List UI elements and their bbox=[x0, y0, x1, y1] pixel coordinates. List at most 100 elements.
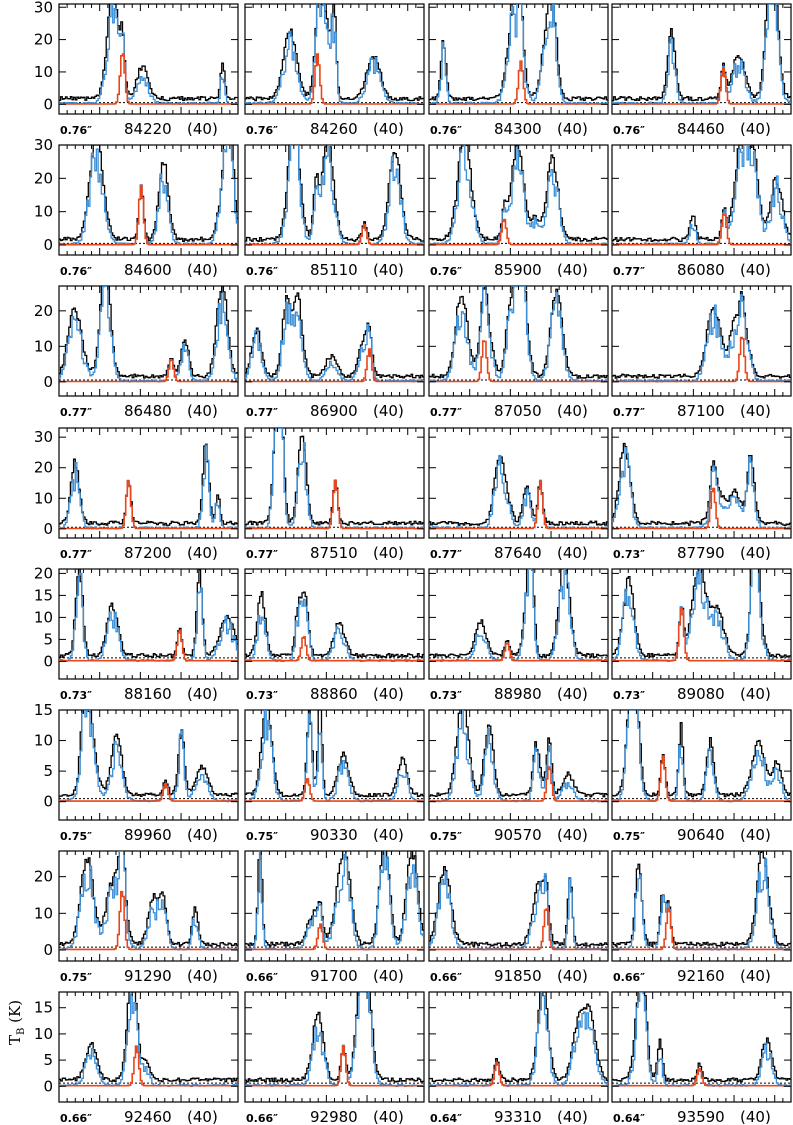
y-tick-label: 0 bbox=[43, 373, 53, 391]
model-all-species bbox=[245, 992, 424, 1087]
panel-lines bbox=[245, 145, 424, 246]
velocity-width-label: (40) bbox=[187, 544, 218, 562]
panel-lines bbox=[59, 851, 238, 951]
observed-spectrum bbox=[59, 286, 238, 379]
model-species-line bbox=[245, 778, 424, 802]
resolution-label: 0.66″ bbox=[246, 1112, 278, 1125]
velocity-width-label: (40) bbox=[740, 402, 771, 420]
velocity-width-label: (40) bbox=[187, 120, 218, 138]
frequency-label: 84220 bbox=[124, 120, 172, 138]
observed-spectrum bbox=[612, 710, 791, 798]
spectrum-panel-88980: 0.73″ 88980 (40) bbox=[428, 568, 609, 703]
frequency-label: 87050 bbox=[494, 402, 542, 420]
velocity-width-label: (40) bbox=[557, 1108, 588, 1125]
resolution-label: 0.66″ bbox=[246, 971, 278, 984]
model-species-line bbox=[245, 923, 424, 951]
spectrum-panel-93310: 0.64″ 93310 (40) bbox=[428, 991, 609, 1125]
frequency-label: 84260 bbox=[310, 120, 358, 138]
spectrum-panel-92980: 0.66″ 92980 (40) bbox=[244, 991, 425, 1125]
spectrum-panel-84260: 0.76″ 84260 (40) bbox=[244, 3, 425, 138]
spectrum-panel-85110: 0.76″ 85110 (40) bbox=[244, 144, 425, 279]
model-all-species bbox=[245, 145, 424, 246]
frequency-label: 84300 bbox=[494, 120, 542, 138]
model-all-species bbox=[612, 4, 791, 105]
y-tick-label: 20 bbox=[34, 169, 53, 187]
observed-spectrum bbox=[612, 851, 791, 947]
spectrum-panel-93590: 0.64″ 93590 (40) bbox=[611, 991, 792, 1125]
y-tick-label: 0 bbox=[43, 941, 53, 959]
observed-spectrum bbox=[612, 145, 791, 242]
model-all-species bbox=[245, 851, 424, 951]
velocity-width-label: (40) bbox=[373, 826, 404, 844]
y-tick-label: 10 bbox=[34, 1025, 53, 1043]
panel-lines bbox=[429, 4, 608, 105]
model-all-species bbox=[612, 447, 791, 530]
frequency-label: 92460 bbox=[124, 1108, 172, 1125]
frequency-label: 91850 bbox=[494, 967, 542, 985]
model-all-species bbox=[612, 710, 791, 803]
resolution-label: 0.77″ bbox=[613, 265, 645, 278]
observed-spectrum bbox=[245, 428, 424, 526]
spectrum-panel-86480: 0 10 20 0.77″ 86480 (40) bbox=[34, 285, 239, 420]
velocity-width-label: (40) bbox=[740, 120, 771, 138]
y-tick-label: 20 bbox=[34, 868, 53, 886]
panel-frame bbox=[58, 285, 239, 397]
velocity-width-label: (40) bbox=[740, 544, 771, 562]
model-species-line bbox=[245, 224, 424, 246]
model-all-species bbox=[245, 301, 424, 383]
resolution-label: 0.77″ bbox=[246, 548, 278, 561]
frequency-label: 88980 bbox=[494, 685, 542, 703]
frequency-label: 84600 bbox=[124, 261, 172, 279]
spectrum-panel-84460: 0.76″ 84460 (40) bbox=[611, 3, 792, 138]
model-species-line bbox=[429, 60, 608, 105]
model-all-species bbox=[59, 851, 238, 951]
resolution-label: 0.77″ bbox=[246, 406, 278, 419]
model-species-line bbox=[429, 1061, 608, 1087]
y-tick-label: 30 bbox=[34, 0, 53, 16]
velocity-width-label: (40) bbox=[187, 685, 218, 703]
frequency-label: 87640 bbox=[494, 544, 542, 562]
model-all-species bbox=[59, 572, 238, 663]
spectrum-panel-87510: 0.77″ 87510 (40) bbox=[244, 427, 425, 562]
panel-lines bbox=[245, 851, 424, 951]
resolution-label: 0.66″ bbox=[613, 971, 645, 984]
panel-lines bbox=[59, 992, 238, 1087]
resolution-label: 0.76″ bbox=[430, 124, 462, 137]
observed-spectrum bbox=[612, 290, 791, 379]
panel-lines bbox=[245, 591, 424, 663]
spectrum-panel-85900: 0.76″ 85900 (40) bbox=[428, 144, 609, 279]
model-all-species bbox=[612, 569, 791, 662]
model-species-line bbox=[429, 340, 608, 383]
panel-lines bbox=[612, 442, 791, 530]
y-tick-label: 20 bbox=[34, 564, 53, 582]
model-all-species bbox=[429, 569, 608, 663]
frequency-label: 85900 bbox=[494, 261, 542, 279]
resolution-label: 0.73″ bbox=[60, 689, 92, 702]
velocity-width-label: (40) bbox=[187, 261, 218, 279]
model-all-species bbox=[245, 710, 424, 803]
resolution-label: 0.73″ bbox=[613, 689, 645, 702]
model-all-species bbox=[245, 4, 424, 105]
y-tick-label: 20 bbox=[34, 459, 53, 477]
velocity-width-label: (40) bbox=[373, 544, 404, 562]
model-all-species bbox=[59, 145, 238, 246]
spectrum-panel-89960: 0 5 10 15 0.75″ 89960 (40) bbox=[34, 701, 239, 844]
panel-frame bbox=[428, 568, 609, 680]
spectrum-panel-90640: 0.75″ 90640 (40) bbox=[611, 709, 792, 844]
y-tick-label: 20 bbox=[34, 302, 53, 320]
observed-spectrum bbox=[245, 851, 424, 947]
model-species-line bbox=[59, 184, 238, 246]
velocity-width-label: (40) bbox=[373, 967, 404, 985]
frequency-label: 84460 bbox=[677, 120, 725, 138]
observed-spectrum bbox=[245, 292, 424, 379]
frequency-label: 87510 bbox=[310, 544, 358, 562]
resolution-label: 0.66″ bbox=[60, 1112, 92, 1125]
model-species-line bbox=[429, 218, 608, 246]
frequency-label: 90570 bbox=[494, 826, 542, 844]
velocity-width-label: (40) bbox=[557, 826, 588, 844]
panel-lines bbox=[245, 428, 424, 530]
y-tick-label: 0 bbox=[43, 236, 53, 254]
y-tick-label: 10 bbox=[34, 904, 53, 922]
panel-lines bbox=[245, 4, 424, 105]
